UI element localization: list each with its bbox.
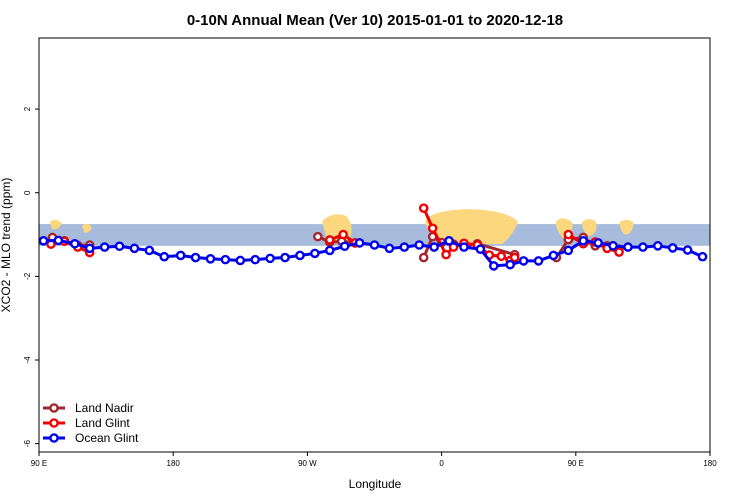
y-tick-label: -4: [23, 356, 32, 364]
ocean-glint-point: [220, 254, 231, 265]
land-nadir-line: [317, 235, 356, 245]
ocean-glint-point: [250, 254, 261, 265]
legend-swatch-point: [49, 433, 59, 443]
land-glint-point: [324, 235, 335, 245]
ocean-glint-point: [190, 252, 201, 263]
ocean-glint-point: [53, 235, 64, 246]
ocean-glint-point: [129, 243, 140, 254]
land-nadir-point: [418, 252, 429, 263]
land-glint-point: [418, 203, 429, 213]
ocean-glint-point: [205, 253, 216, 264]
land-mass-borneo: [582, 219, 597, 236]
ocean-glint-point: [114, 241, 125, 252]
ocean-glint-point: [339, 241, 350, 252]
ocean-glint-point: [324, 245, 335, 256]
ocean-glint-point: [623, 242, 633, 252]
land-glint-point: [614, 247, 624, 257]
ocean-glint-point: [444, 236, 454, 246]
y-axis: 2 0 -2 -4 -6: [23, 106, 39, 447]
land-glint-point: [441, 249, 451, 260]
ocean-glint-point: [369, 240, 380, 250]
ocean-glint-point: [475, 244, 486, 254]
x-axis-label: Longitude: [349, 477, 402, 491]
land-nadir-point: [313, 231, 323, 242]
ocean-glint-point: [295, 250, 305, 261]
ocean-glint-point: [563, 245, 574, 256]
legend-swatch-point: [49, 403, 59, 413]
land-glint-point: [338, 229, 348, 240]
ocean-glint-point: [548, 250, 559, 261]
ocean-glint-point: [608, 241, 618, 251]
series-layer: [38, 203, 708, 271]
ocean-glint-point: [84, 243, 95, 254]
land-mass-africa: [425, 209, 518, 244]
ocean-glint-point: [384, 243, 395, 254]
ocean-glint-point: [505, 259, 515, 270]
land-glint-point: [427, 223, 438, 234]
ocean-glint-point: [354, 238, 365, 248]
plot-frame: [38, 37, 711, 453]
ocean-glint-point: [697, 251, 708, 262]
ocean-glint-point: [638, 242, 648, 252]
ocean-glint-point: [399, 242, 410, 252]
legend-label: Land Nadir: [75, 401, 134, 415]
ocean-glint-point: [518, 256, 529, 266]
ocean-glint-point: [99, 242, 110, 252]
x-tick-label: 90 W: [298, 459, 317, 468]
land-mass-new-guinea: [620, 219, 634, 235]
chart-title: 0-10N Annual Mean (Ver 10) 2015-01-01 to…: [187, 12, 563, 29]
x-axis: 90 E 180 90 W 0 90 E 180: [31, 452, 717, 468]
legend-item-land-nadir: Land Nadir: [43, 401, 134, 415]
ocean-glint-point: [310, 248, 320, 259]
land-glint-line: [422, 207, 516, 262]
ocean-glint-point: [459, 242, 469, 252]
ocean-glint-point: [69, 238, 80, 249]
land-mass-islands-west: [50, 219, 62, 230]
land-masses: [50, 209, 634, 244]
plot-area: [38, 37, 711, 453]
legend-label: Land Glint: [75, 416, 130, 430]
ocean-glint-point: [593, 238, 603, 248]
x-tick-label: 180: [167, 459, 181, 468]
land-glint-point: [509, 252, 520, 263]
ocean-glint-point: [38, 236, 49, 246]
x-tick-label: 0: [439, 459, 444, 468]
ocean-glint-point: [159, 251, 170, 262]
ocean-glint-point: [414, 240, 425, 250]
ocean-glint-point: [280, 252, 290, 263]
land-glint-point: [496, 251, 507, 262]
land-mass-islands-east: [82, 223, 92, 233]
legend-item-land-glint: Land Glint: [43, 416, 130, 430]
land-glint-point: [563, 229, 574, 240]
y-tick-label: -2: [23, 272, 32, 280]
ocean-glint-point: [488, 261, 499, 271]
x-tick-label: 90 E: [568, 459, 584, 468]
y-tick-label: 2: [23, 106, 32, 111]
x-tick-label: 180: [703, 459, 717, 468]
ocean-glint-point: [578, 236, 589, 246]
ocean-glint-point: [235, 255, 246, 266]
ocean-glint-point: [429, 242, 439, 252]
ocean-glint-point: [667, 243, 678, 253]
ocean-glint-point: [144, 245, 155, 256]
x-tick-label: 90 E: [31, 459, 47, 468]
ocean-glint-point: [175, 250, 186, 261]
legend-item-ocean-glint: Ocean Glint: [43, 431, 139, 445]
ocean-glint-point: [533, 256, 544, 266]
y-tick-label: 0: [23, 190, 32, 195]
y-tick-label: -6: [23, 440, 32, 448]
legend-label: Ocean Glint: [75, 431, 139, 445]
series-ocean-glint: [38, 235, 708, 271]
y-axis-label: XCO2 - MLO trend (ppm): [0, 178, 13, 313]
ocean-glint-point: [653, 241, 663, 251]
ocean-glint-point: [265, 253, 275, 264]
ocean-band: [39, 224, 710, 246]
legend-swatch-point: [49, 418, 59, 428]
ocean-glint-point: [682, 245, 693, 255]
